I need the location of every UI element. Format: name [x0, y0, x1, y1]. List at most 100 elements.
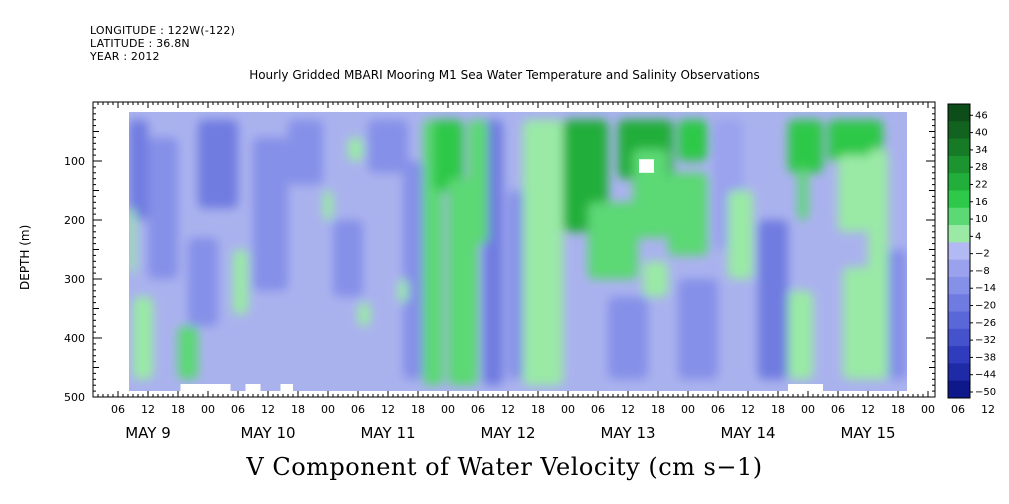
x-tick-label: 06: [711, 403, 725, 416]
x-day-label: MAY 11: [360, 424, 415, 442]
x-tick-label: 18: [411, 403, 425, 416]
positive-velocity-region: [233, 249, 248, 315]
y-tick-label: 500: [64, 391, 85, 404]
colorbar-swatch: [948, 363, 970, 382]
positive-velocity-region: [788, 119, 823, 173]
colorbar-frame: [947, 103, 971, 399]
positive-velocity-region: [668, 172, 708, 256]
colorbar-label: 40: [975, 128, 988, 139]
colorbar-swatch: [948, 173, 970, 191]
x-tick-label: 00: [561, 403, 575, 416]
colorbar-label: 4: [975, 231, 981, 242]
colorbar-label: −2: [975, 249, 990, 260]
y-tick-label: 300: [64, 273, 85, 286]
x-tick-label: 18: [651, 403, 665, 416]
x-tick-label: 12: [261, 403, 275, 416]
x-tick-label: 06: [351, 403, 365, 416]
negative-velocity-region: [403, 161, 423, 380]
colorbar-swatch: [948, 138, 970, 157]
positive-velocity-region: [133, 296, 153, 380]
x-tick-label: 18: [171, 403, 185, 416]
x-tick-label: 12: [621, 403, 635, 416]
x-tick-label: 06: [111, 403, 125, 416]
colorbar-label: −50: [975, 387, 996, 398]
x-tick-label: 18: [771, 403, 785, 416]
x-tick-label: 00: [921, 403, 935, 416]
x-tick-label: 00: [201, 403, 215, 416]
positive-velocity-region: [798, 166, 808, 220]
colorbar-swatch: [948, 346, 970, 364]
positive-velocity-region: [828, 119, 883, 161]
positive-velocity-region: [523, 119, 563, 386]
colorbar-label: −26: [975, 318, 996, 329]
colorbar-label: −8: [975, 266, 990, 277]
negative-velocity-region: [508, 190, 523, 380]
positive-velocity-region: [433, 119, 463, 191]
y-tick-label: 400: [64, 332, 85, 345]
colorbar-swatch: [948, 328, 970, 347]
colorbar-swatch: [948, 311, 970, 330]
missing-data-patch: [78, 102, 88, 397]
x-tick-label: 00: [441, 403, 455, 416]
positive-velocity-region: [788, 290, 813, 380]
missing-data-patch: [639, 159, 654, 173]
x-tick-label: 12: [741, 403, 755, 416]
positive-velocity-region: [129, 208, 136, 274]
negative-velocity-region: [333, 220, 363, 297]
colorbar-label: −44: [975, 370, 996, 381]
x-tick-label: 12: [141, 403, 155, 416]
colorbar-swatch: [948, 225, 970, 243]
y-tick-label: 200: [64, 214, 85, 227]
x-tick-label: 00: [681, 403, 695, 416]
x-tick-label: 06: [471, 403, 485, 416]
x-tick-label: 18: [531, 403, 545, 416]
negative-velocity-region: [888, 249, 907, 380]
positive-velocity-region: [643, 261, 668, 297]
blank-margin-top: [93, 102, 935, 112]
negative-velocity-region: [148, 137, 178, 279]
negative-velocity-region: [253, 137, 288, 291]
chart-title: Hourly Gridded MBARI Mooring M1 Sea Wate…: [249, 68, 760, 82]
x-day-label: MAY 15: [840, 424, 895, 442]
colorbar-label: −38: [975, 352, 996, 363]
colorbar-swatch: [948, 276, 970, 295]
x-tick-label: 00: [801, 403, 815, 416]
colorbar-swatch: [948, 242, 970, 261]
positive-velocity-region: [178, 326, 198, 380]
x-day-label: MAY 13: [600, 424, 655, 442]
negative-velocity-region: [608, 296, 648, 380]
variable-title: V Component of Water Velocity (cm s−1): [246, 453, 763, 481]
x-tick-label: 12: [981, 403, 995, 416]
y-tick-label: 100: [64, 155, 85, 168]
x-day-label: MAY 12: [480, 424, 535, 442]
colorbar-label: 46: [975, 110, 988, 121]
positive-velocity-region: [323, 190, 333, 220]
colorbar-label: 16: [975, 197, 988, 208]
x-tick-label: 06: [951, 403, 965, 416]
positive-velocity-region: [468, 119, 488, 244]
colorbar-label: −32: [975, 335, 996, 346]
negative-velocity-region: [288, 119, 323, 185]
negative-velocity-region: [368, 119, 408, 173]
colorbar-label: 34: [975, 145, 988, 156]
positive-velocity-region: [843, 267, 888, 380]
x-day-label: MAY 10: [240, 424, 295, 442]
positive-velocity-region: [868, 149, 888, 279]
colorbar-swatch: [948, 294, 970, 313]
positive-velocity-region: [348, 137, 363, 161]
negative-velocity-region: [129, 119, 148, 220]
colorbar-label: −20: [975, 301, 996, 312]
positive-velocity-region: [398, 279, 408, 303]
negative-velocity-region: [678, 279, 718, 380]
x-tick-label: 12: [501, 403, 515, 416]
colorbar-swatch: [948, 104, 970, 122]
positive-velocity-region: [838, 155, 868, 232]
x-day-label: MAY 9: [125, 424, 171, 442]
colorbar-label: −14: [975, 283, 996, 294]
x-day-label: MAY 14: [720, 424, 775, 442]
positive-velocity-region: [743, 190, 753, 244]
data-field-contours: [129, 119, 907, 386]
blank-margin-bottom: [93, 391, 935, 397]
x-tick-label: 06: [231, 403, 245, 416]
